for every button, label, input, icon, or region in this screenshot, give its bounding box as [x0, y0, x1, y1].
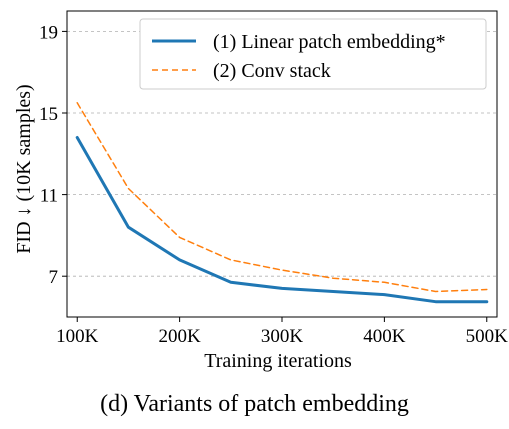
y-tick-label: 15 [39, 104, 58, 125]
tick-layer: 7 11 15 19 100K 200K 300K 400K 500K [39, 22, 508, 347]
y-axis-title: FID ↓ (10K samples) [13, 84, 35, 253]
x-tick-label: 300K [261, 326, 304, 347]
y-tick-label: 19 [39, 22, 58, 43]
x-tick-label: 500K [466, 326, 509, 347]
series-line-2 [76, 102, 488, 293]
x-tick-label: 100K [56, 326, 99, 347]
figure-caption: (d) Variants of patch embedding [100, 391, 409, 417]
x-tick-label: 400K [363, 326, 406, 347]
y-tick-label: 7 [49, 267, 59, 288]
legend-label-series-1: (1) Linear patch embedding* [213, 31, 446, 53]
series-line-1 [75, 136, 489, 304]
legend-frame [139, 18, 487, 90]
legend-label-series-2: (2) Conv stack [213, 60, 331, 82]
series-layer [75, 102, 489, 304]
x-tick-label: 200K [159, 326, 202, 347]
legend: (1) Linear patch embedding* (2) Conv sta… [139, 18, 487, 90]
x-axis-title: Training iterations [204, 350, 352, 372]
y-tick-label: 11 [40, 186, 58, 207]
